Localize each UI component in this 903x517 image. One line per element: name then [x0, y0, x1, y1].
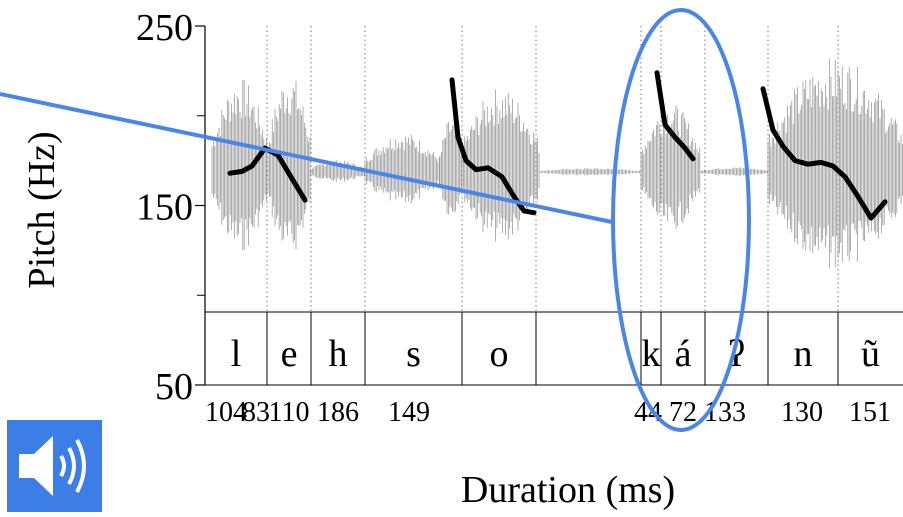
waveform-segment: [767, 58, 903, 269]
segment-label: á: [675, 333, 692, 375]
waveform-segment: [699, 167, 768, 176]
highlight-ellipse: [611, 8, 751, 432]
pitch-contour: [449, 77, 537, 216]
segment-label: h: [329, 333, 348, 375]
waveform-segment: [267, 81, 311, 250]
waveform-segment: [364, 134, 440, 204]
y-axis: 250 150 50: [136, 7, 205, 408]
annotation-layer: [0, 8, 751, 432]
audio-play-button[interactable]: [7, 420, 102, 512]
segment-label: n: [794, 333, 813, 375]
segment-label: l: [231, 333, 242, 375]
segment-label: o: [490, 333, 509, 375]
segment-label: ũ: [861, 333, 880, 375]
waveform-segment: [310, 160, 365, 182]
duration-label: 83: [242, 397, 270, 428]
waveform-segment: [211, 80, 267, 251]
y-tick-label: 250: [136, 7, 193, 49]
plot-frame: [204, 26, 903, 386]
segment-label: k: [642, 333, 661, 375]
segment-boundaries: [266, 26, 839, 385]
x-axis-label: Duration (ms): [461, 469, 675, 511]
speaker-icon: [19, 436, 86, 496]
pointer-line: [0, 92, 613, 224]
duration-label: 72: [669, 397, 697, 428]
waveform-segment: [439, 122, 462, 215]
waveform-segment: [640, 105, 701, 229]
segment-label: s: [406, 333, 421, 375]
waveform-segment: [539, 168, 642, 176]
duration-label: 130: [781, 397, 823, 428]
pitch-contour: [760, 86, 888, 221]
segment-label: e: [281, 333, 298, 375]
pitch-contours: [227, 70, 888, 221]
duration-label: 110: [269, 397, 310, 428]
y-tick-label: 50: [155, 366, 193, 408]
waveform: [211, 58, 903, 269]
pitch-contour: [654, 70, 696, 162]
duration-label: 186: [317, 397, 359, 428]
duration-label: 104: [205, 397, 247, 428]
duration-label: 133: [704, 397, 746, 428]
duration-label: 149: [388, 397, 430, 428]
y-tick-label: 150: [136, 187, 193, 229]
duration-label: 151: [849, 397, 891, 428]
y-axis-label: Pitch (Hz): [21, 131, 63, 288]
